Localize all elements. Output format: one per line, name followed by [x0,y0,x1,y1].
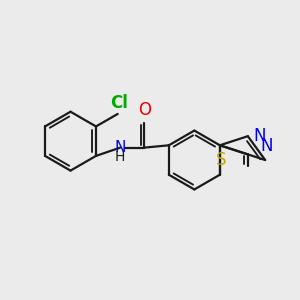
Text: H: H [115,150,125,164]
Text: N: N [115,140,126,155]
Text: Cl: Cl [110,94,128,112]
Text: N: N [253,127,266,145]
Text: O: O [138,101,151,119]
Text: S: S [216,151,226,169]
Text: N: N [260,137,273,155]
